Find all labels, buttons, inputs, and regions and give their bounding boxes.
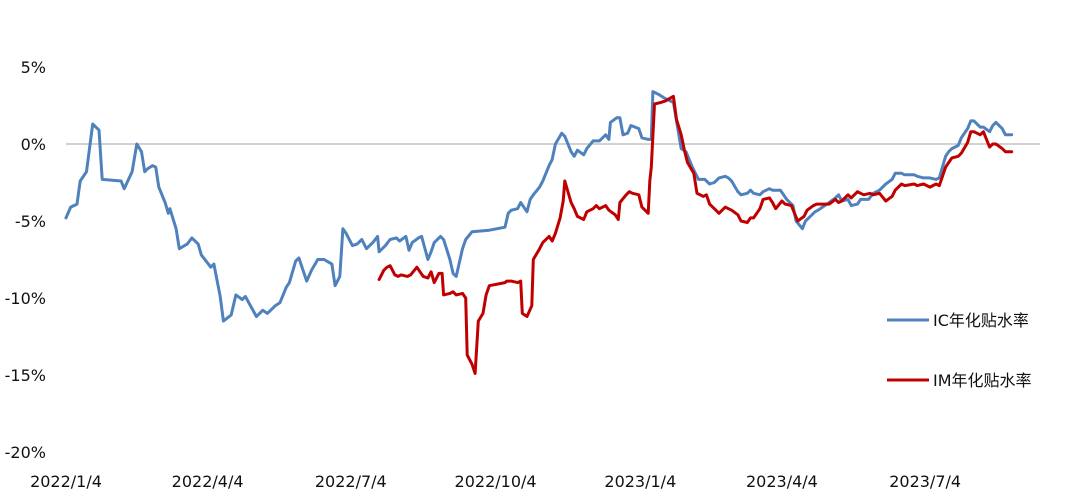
legend-label: IM年化贴水率 — [933, 371, 1032, 390]
y-tick-label: -10% — [5, 289, 46, 308]
x-tick-label: 2022/10/4 — [455, 472, 537, 491]
series-line-im — [377, 94, 1014, 375]
y-tick-label: -5% — [15, 212, 46, 231]
legend-label: IC年化贴水率 — [933, 311, 1029, 330]
x-tick-label: 2022/4/4 — [172, 472, 244, 491]
x-tick-label: 2023/7/4 — [889, 472, 961, 491]
y-tick-label: 5% — [21, 58, 46, 77]
x-tick-label: 2023/4/4 — [746, 472, 818, 491]
x-tick-label: 2022/1/4 — [30, 472, 102, 491]
y-tick-label: 0% — [21, 135, 46, 154]
y-tick-label: -15% — [5, 366, 46, 385]
x-tick-label: 2022/7/4 — [315, 472, 387, 491]
y-axis-ticks: 5% 0% -5% -10% -15% -20% — [5, 58, 46, 462]
x-tick-label: 2023/1/4 — [604, 472, 676, 491]
y-tick-label: -20% — [5, 443, 46, 462]
series-layer — [64, 90, 1014, 375]
series-line-ic — [64, 90, 1014, 323]
legend: IC年化贴水率 IM年化贴水率 — [887, 311, 1032, 390]
x-axis-ticks: 2022/1/4 2022/4/4 2022/7/4 2022/10/4 2023/1/… — [30, 472, 961, 491]
